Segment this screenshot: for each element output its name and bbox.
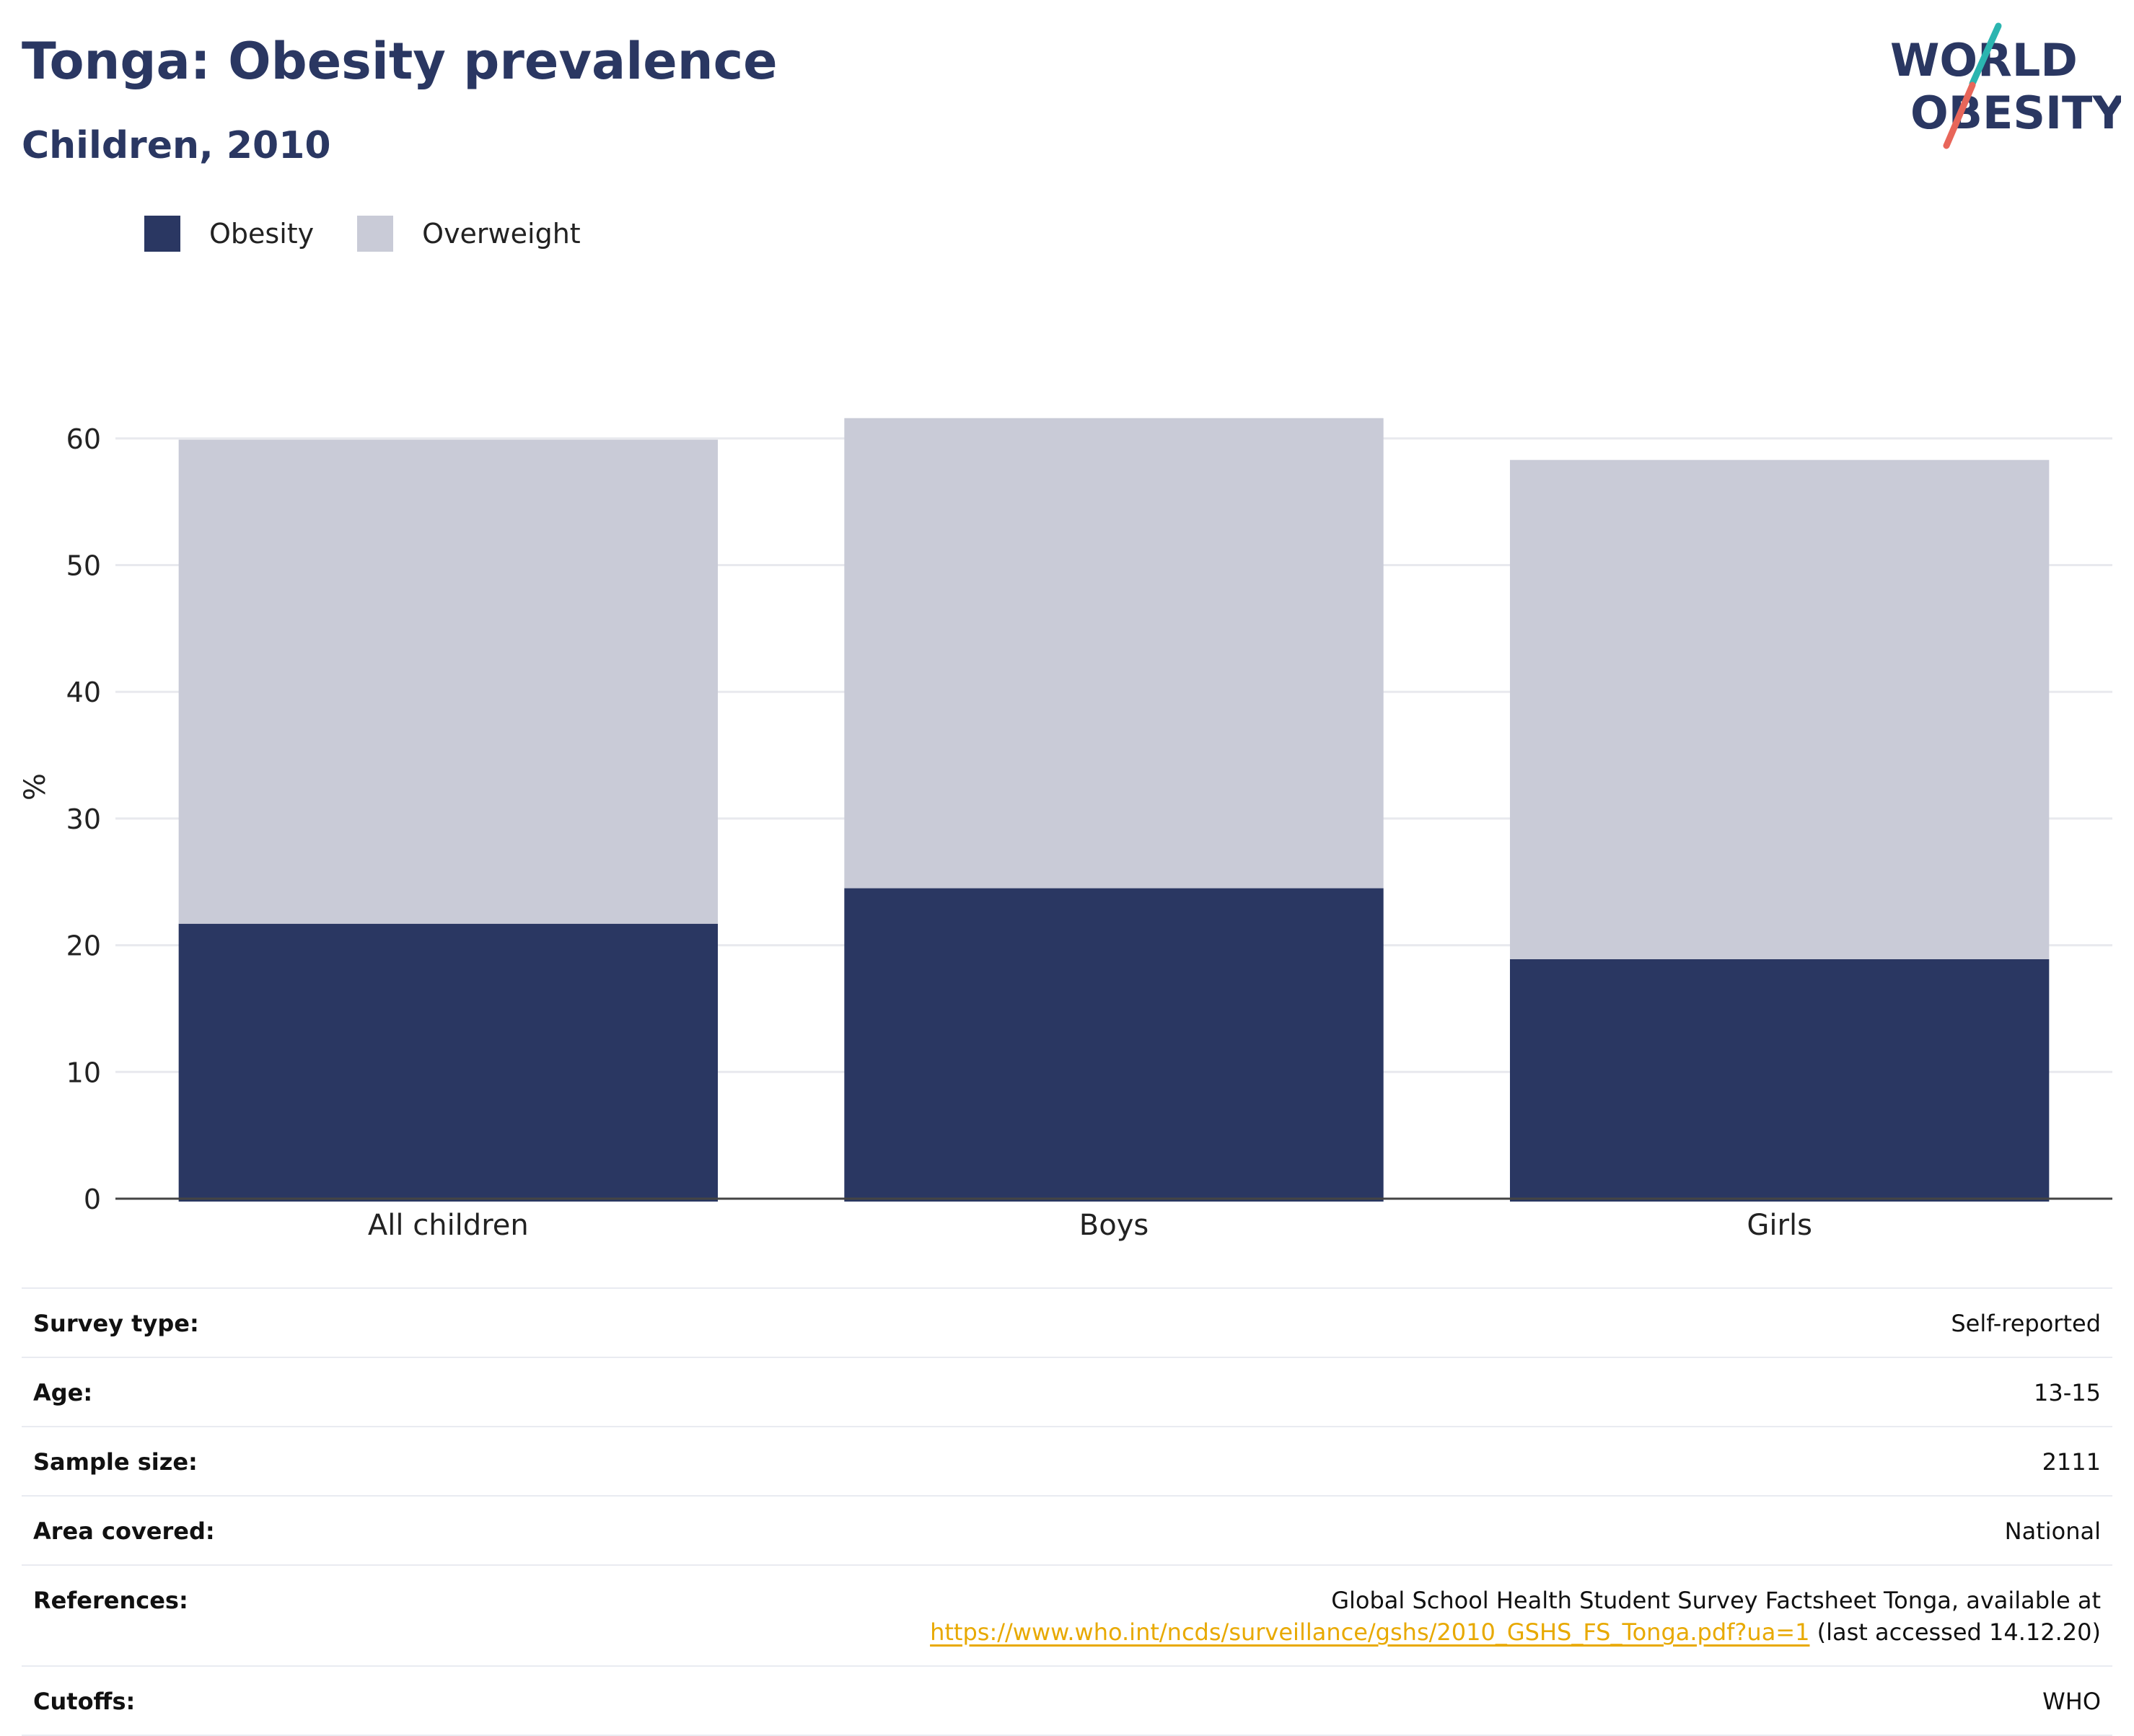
info-value: 13-15 (2034, 1379, 2101, 1406)
bar-overweight-boys (844, 418, 1384, 889)
info-key: Sample size: (33, 1448, 198, 1476)
info-key: Age: (33, 1379, 93, 1406)
info-key: Cutoffs: (33, 1688, 136, 1715)
info-row-cutoffs: Cutoffs: WHO (22, 1667, 2112, 1736)
y-axis-label: % (19, 773, 52, 801)
legend-item-obesity: Obesity (144, 216, 314, 252)
bar-obesity-boys (844, 888, 1384, 1202)
survey-info-table: Survey type: Self-reported Age: 13-15 Sa… (22, 1287, 2112, 1736)
legend-label-obesity: Obesity (209, 218, 315, 250)
y-tick-label: 50 (66, 550, 101, 582)
y-tick-label: 30 (66, 803, 101, 835)
x-tick-label: Girls (1747, 1209, 1812, 1242)
reference-suffix: (last accessed 14.12.20) (1809, 1618, 2101, 1646)
info-row-sample-size: Sample size: 2111 (22, 1427, 2112, 1497)
bar-obesity-all-children (178, 923, 719, 1202)
reference-text: Global School Health Student Survey Fact… (1331, 1587, 2101, 1614)
info-key: Survey type: (33, 1310, 199, 1337)
chart-legend: Obesity Overweight (144, 213, 624, 254)
info-row-age: Age: 13-15 (22, 1358, 2112, 1427)
y-tick-label: 10 (66, 1057, 101, 1088)
legend-swatch-overweight (357, 216, 394, 252)
world-obesity-logo: WORLD OBESITY (1890, 22, 2121, 149)
bar-obesity-girls (1509, 959, 2050, 1202)
info-value-references: Global School Health Student Survey Fact… (930, 1585, 2101, 1648)
legend-swatch-obesity (144, 216, 180, 252)
reference-link[interactable]: https://www.who.int/ncds/surveillance/gs… (930, 1618, 1810, 1646)
x-tick-label: All children (368, 1209, 529, 1242)
info-value: National (2004, 1517, 2101, 1545)
legend-item-overweight: Overweight (357, 216, 581, 252)
info-value: Self-reported (1951, 1310, 2101, 1337)
logo-teal-slash (1969, 22, 2002, 87)
info-key: Area covered: (33, 1517, 215, 1545)
y-tick-label: 0 (84, 1184, 101, 1215)
info-row-area-covered: Area covered: National (22, 1497, 2112, 1566)
y-tick-label: 20 (66, 930, 101, 962)
info-row-references: References: Global School Health Student… (22, 1566, 2112, 1667)
chart-title: Tonga: Obesity prevalence (22, 32, 778, 91)
y-tick-label: 60 (66, 423, 101, 455)
bar-overweight-all-children (178, 439, 719, 924)
chart-subtitle: Children, 2010 (22, 124, 331, 167)
info-value: 2111 (2042, 1448, 2101, 1476)
bar-overweight-girls (1509, 459, 2050, 959)
stacked-bar-chart: 0 10 20 30 40 50 60 All children Boys Girls% (19, 418, 2112, 1242)
logo-coral-slash (1943, 81, 1976, 149)
info-row-survey-type: Survey type: Self-reported (22, 1289, 2112, 1358)
x-tick-label: Boys (1079, 1209, 1149, 1242)
info-value: WHO (2042, 1688, 2101, 1715)
legend-label-overweight: Overweight (422, 218, 581, 250)
y-tick-label: 40 (66, 677, 101, 708)
info-key: References: (33, 1587, 188, 1614)
logo-line2: OBESITY (1910, 87, 2121, 139)
